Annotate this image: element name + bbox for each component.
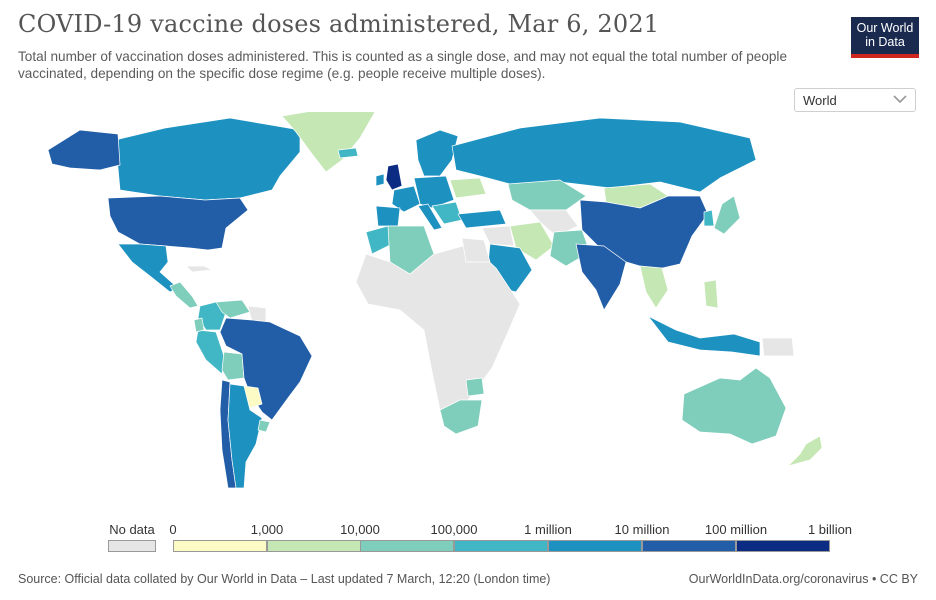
country-uruguay[interactable] xyxy=(257,419,271,433)
legend-label-7: 1 billion xyxy=(807,522,853,537)
country-usa[interactable] xyxy=(107,195,249,251)
country-ireland[interactable] xyxy=(375,173,385,187)
country-peru[interactable] xyxy=(195,329,225,375)
country-france[interactable] xyxy=(391,185,421,213)
legend-label-0: 0 xyxy=(169,522,177,537)
country-africa-no-data[interactable] xyxy=(355,243,521,415)
country-kazakhstan[interactable] xyxy=(507,179,587,211)
country-philippines[interactable] xyxy=(703,279,719,309)
country-indonesia[interactable] xyxy=(647,315,761,357)
country-uk[interactable] xyxy=(385,163,403,191)
legend-swatch-4 xyxy=(548,540,642,552)
country-bolivia[interactable] xyxy=(221,351,245,381)
country-greenland[interactable] xyxy=(281,112,376,173)
country-italy[interactable] xyxy=(417,203,443,231)
legend-swatch-5 xyxy=(642,540,736,552)
country-scandinavia[interactable] xyxy=(415,129,459,177)
legend-no-data-label: No data xyxy=(109,522,155,537)
country-papua[interactable] xyxy=(761,337,795,357)
country-ukraine[interactable] xyxy=(449,177,487,199)
country-new-zealand[interactable] xyxy=(787,435,823,467)
legend-label-2: 10,000 xyxy=(340,522,380,537)
chart-title: COVID-19 vaccine doses administered, Mar… xyxy=(18,10,660,38)
legend-label-5: 10 million xyxy=(614,522,670,537)
country-india[interactable] xyxy=(575,243,627,311)
legend-label-6: 100 million xyxy=(704,522,768,537)
legend-swatch-6 xyxy=(736,540,830,552)
country-iraq-syria[interactable] xyxy=(481,225,515,247)
country-argentina[interactable] xyxy=(227,383,263,489)
country-alaska-usa[interactable] xyxy=(47,129,121,171)
country-southeast-asia[interactable] xyxy=(639,265,669,309)
country-spain[interactable] xyxy=(375,205,401,227)
country-korea[interactable] xyxy=(703,209,715,227)
legend-swatch-1 xyxy=(267,540,361,552)
country-japan[interactable] xyxy=(713,195,741,235)
country-central-america[interactable] xyxy=(169,281,199,309)
owid-link[interactable]: OurWorldInData.org/coronavirus • CC BY xyxy=(688,572,918,586)
color-legend: No data 0 1,000 10,000 100,000 1 million… xyxy=(0,518,936,558)
country-canada[interactable] xyxy=(114,117,301,201)
footer: Source: Official data collated by Our Wo… xyxy=(18,572,918,586)
country-brazil[interactable] xyxy=(219,317,313,421)
country-cuba[interactable] xyxy=(185,265,213,273)
chart-subtitle: Total number of vaccination doses admini… xyxy=(18,49,788,81)
country-ecuador[interactable] xyxy=(193,317,205,333)
owid-logo[interactable]: Our World in Data xyxy=(851,17,919,58)
country-australia[interactable] xyxy=(681,367,787,445)
country-zimbabwe[interactable] xyxy=(465,377,485,397)
legend-label-3: 100,000 xyxy=(430,522,478,537)
source-note: Source: Official data collated by Our Wo… xyxy=(18,572,551,586)
legend-label-1: 1,000 xyxy=(250,522,284,537)
country-iceland[interactable] xyxy=(337,147,359,159)
country-south-africa[interactable] xyxy=(439,399,483,435)
legend-swatch-2 xyxy=(360,540,454,552)
country-turkey[interactable] xyxy=(457,209,507,229)
country-egypt[interactable] xyxy=(461,237,491,263)
country-russia[interactable] xyxy=(451,117,757,193)
country-venezuela[interactable] xyxy=(215,299,251,319)
region-select[interactable]: World xyxy=(794,88,916,112)
country-mexico[interactable] xyxy=(117,243,179,293)
legend-swatch-3 xyxy=(454,540,548,552)
legend-swatch-0 xyxy=(173,540,267,552)
region-select-value: World xyxy=(803,93,837,108)
legend-no-data-swatch xyxy=(108,540,156,552)
world-map xyxy=(47,112,823,489)
logo-line-1: Our World xyxy=(856,21,914,35)
logo-line-2: in Data xyxy=(865,35,905,49)
legend-label-4: 1 million xyxy=(524,522,572,537)
chevron-down-icon xyxy=(893,95,907,104)
